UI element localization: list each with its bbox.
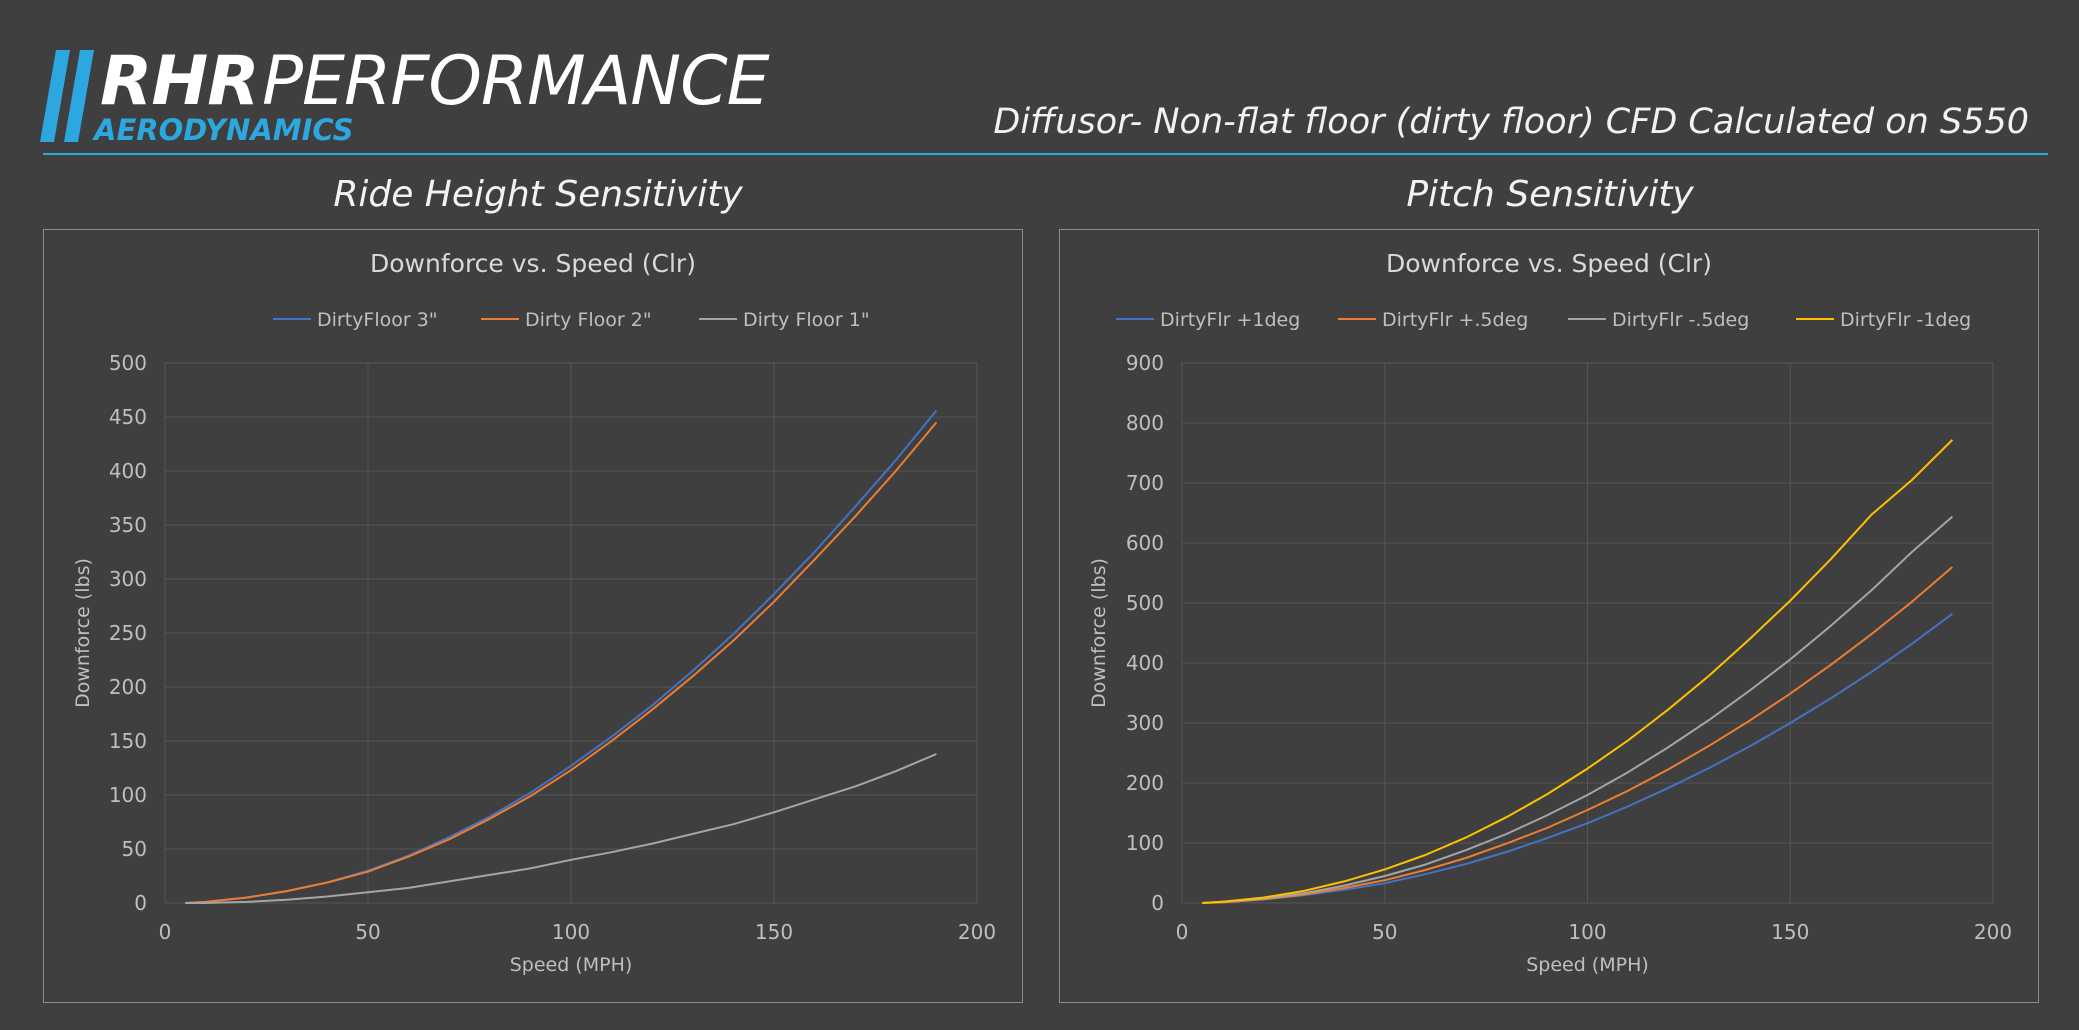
x-tick-label: 100 xyxy=(1568,920,1606,944)
series-line xyxy=(1202,440,1952,903)
y-tick-label: 0 xyxy=(1151,891,1164,915)
ride-height-chart: Downforce vs. Speed (Clr)DirtyFloor 3" Di… xyxy=(44,230,1022,1002)
y-tick-label: 250 xyxy=(109,621,147,645)
y-tick-label: 350 xyxy=(109,513,147,537)
y-tick-label: 600 xyxy=(1126,531,1164,555)
gridlines xyxy=(165,363,977,903)
logo-slash-icon xyxy=(40,50,102,142)
y-tick-label: 500 xyxy=(1126,591,1164,615)
x-tick-label: 0 xyxy=(1176,920,1189,944)
y-tick-label: 800 xyxy=(1126,411,1164,435)
chart-title: Downforce vs. Speed (Clr) xyxy=(370,249,696,278)
y-tick-label: 100 xyxy=(1126,831,1164,855)
y-tick-label: 100 xyxy=(109,783,147,807)
series-line xyxy=(185,411,936,904)
legend-label: DirtyFlr +.5deg xyxy=(1382,309,1528,331)
x-tick-label: 0 xyxy=(159,920,172,944)
page-subtitle: Diffusor- Non-flat floor (dirty floor) C… xyxy=(993,100,2029,144)
x-tick-label: 100 xyxy=(552,920,590,944)
brand-logo: RHR PERFORMANCE AERODYNAMICS xyxy=(40,42,840,152)
pitch-chart: Downforce vs. Speed (Clr)DirtyFlr +1deg D… xyxy=(1060,230,2038,1002)
chart-legend: DirtyFlr +1deg DirtyFlr +.5deg DirtyFlr -.… xyxy=(1116,309,1971,331)
y-tick-label: 700 xyxy=(1126,471,1164,495)
legend-label: Dirty Floor 2" xyxy=(525,309,652,331)
header-divider-right xyxy=(1048,153,2048,155)
pitch-chart-panel: Downforce vs. Speed (Clr) DirtyFlr +1deg D… xyxy=(1059,229,2039,1003)
y-tick-label: 300 xyxy=(1126,711,1164,735)
y-tick-label: 50 xyxy=(122,837,147,861)
legend-label: DirtyFlr -.5deg xyxy=(1612,309,1749,331)
x-tick-label: 150 xyxy=(755,920,793,944)
y-tick-label: 400 xyxy=(109,459,147,483)
y-tick-label: 400 xyxy=(1126,651,1164,675)
x-axis-label: Speed (MPH) xyxy=(1526,954,1649,976)
y-tick-label: 0 xyxy=(134,891,147,915)
x-tick-label: 200 xyxy=(1974,920,2012,944)
x-tick-label: 200 xyxy=(958,920,996,944)
legend-label: DirtyFlr -1deg xyxy=(1840,309,1971,331)
left-section-title: Ride Height Sensitivity xyxy=(43,170,1033,220)
y-tick-label: 300 xyxy=(109,567,147,591)
y-axis-label: Downforce (lbs) xyxy=(72,558,94,708)
ride-height-chart-panel: Downforce vs. Speed (Clr) DirtyFloor 3" Di… xyxy=(43,229,1023,1003)
series-line xyxy=(185,422,936,903)
chart-title: Downforce vs. Speed (Clr) xyxy=(1386,249,1712,278)
y-tick-label: 450 xyxy=(109,405,147,429)
x-tick-label: 50 xyxy=(1372,920,1397,944)
y-tick-label: 200 xyxy=(1126,771,1164,795)
legend-label: DirtyFlr +1deg xyxy=(1160,309,1300,331)
chart-legend: DirtyFloor 3" Dirty Floor 2" Dirty Floor 1… xyxy=(273,309,870,331)
x-tick-label: 50 xyxy=(355,920,380,944)
y-tick-label: 900 xyxy=(1126,351,1164,375)
brand-subname: AERODYNAMICS xyxy=(94,110,354,150)
x-axis-label: Speed (MPH) xyxy=(510,954,633,976)
legend-label: Dirty Floor 1" xyxy=(743,309,870,331)
x-tick-label: 150 xyxy=(1771,920,1809,944)
y-tick-label: 150 xyxy=(109,729,147,753)
right-section-title: Pitch Sensitivity xyxy=(1060,170,2040,220)
header-divider xyxy=(43,153,1048,155)
series-line xyxy=(1202,517,1952,903)
legend-label: DirtyFloor 3" xyxy=(317,309,438,331)
y-axis-label: Downforce (lbs) xyxy=(1088,558,1110,708)
y-tick-label: 200 xyxy=(109,675,147,699)
y-tick-label: 500 xyxy=(109,351,147,375)
